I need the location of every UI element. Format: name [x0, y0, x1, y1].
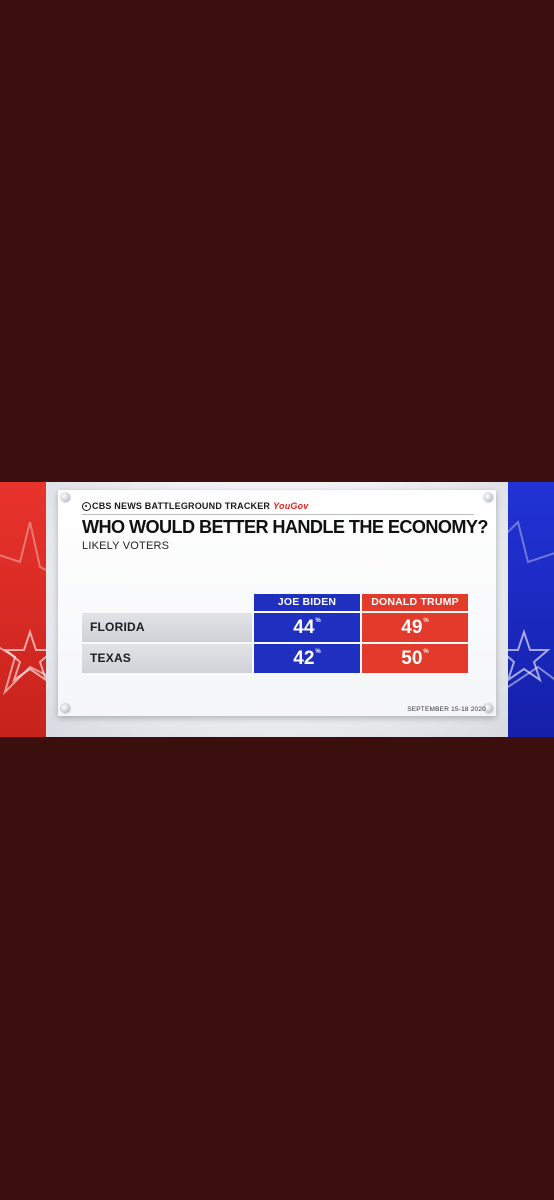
value-label: 49: [401, 617, 423, 638]
network-name: CBS NEWS BATTLEGROUND TRACKER: [92, 501, 271, 511]
blue-star-panel: [508, 482, 554, 737]
broadcast-graphic: CBS NEWS BATTLEGROUND TRACKER YouGov WHO…: [0, 482, 554, 737]
percent-sign: %: [423, 649, 429, 655]
pin-icon: [61, 493, 70, 502]
value-label: 44: [293, 617, 315, 638]
poll-card: CBS NEWS BATTLEGROUND TRACKER YouGov WHO…: [58, 490, 496, 716]
column-header-biden: JOE BIDEN: [254, 594, 360, 611]
divider: [82, 514, 474, 515]
partner-name: YouGov: [273, 501, 309, 511]
percent-sign: %: [315, 618, 321, 624]
percent-sign: %: [423, 618, 429, 624]
column-header-trump: DONALD TRUMP: [362, 594, 468, 611]
red-star-panel: [0, 482, 46, 737]
star-outline-icon: [0, 521, 46, 696]
pin-icon: [61, 704, 70, 713]
cell-florida-biden: 44%: [254, 613, 360, 642]
chart-title: WHO WOULD BETTER HANDLE THE ECONOMY?: [82, 516, 488, 537]
row-label-florida: FLORIDA: [82, 613, 252, 642]
star-outline-icon: [508, 520, 554, 688]
pin-icon: [484, 493, 493, 502]
cbs-eye-icon: [82, 501, 91, 511]
cell-florida-trump: 49%: [362, 613, 468, 642]
cell-texas-biden: 42%: [254, 644, 360, 673]
value-label: 42: [293, 648, 315, 669]
brand-line: CBS NEWS BATTLEGROUND TRACKER YouGov: [82, 501, 309, 511]
graphic-panel: CBS NEWS BATTLEGROUND TRACKER YouGov WHO…: [46, 482, 508, 737]
poll-date: SEPTEMBER 15-18 2020: [407, 706, 486, 713]
cell-texas-trump: 50%: [362, 644, 468, 673]
percent-sign: %: [315, 649, 321, 655]
value-label: 50: [401, 648, 423, 669]
chart-subtitle: LIKELY VOTERS: [82, 540, 170, 552]
row-label-texas: TEXAS: [82, 644, 252, 673]
pin-icon: [484, 704, 493, 713]
